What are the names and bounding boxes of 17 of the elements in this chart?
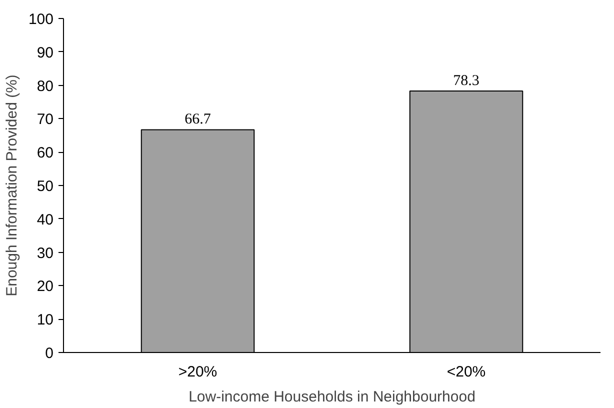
x-tick-label: >20% — [178, 364, 218, 380]
y-tick-label: 60 — [36, 144, 54, 162]
y-tick-label: 40 — [36, 211, 54, 228]
y-tick-label: 10 — [36, 312, 54, 329]
y-tick-label: 100 — [28, 11, 54, 28]
y-tick-label: 20 — [36, 278, 54, 296]
data-label: 66.7 — [184, 112, 212, 128]
x-axis-title: Low-income Households in Neighbourhood — [188, 388, 476, 406]
y-tick-label: 50 — [36, 178, 54, 195]
y-axis-title: Enough Information Provided (%) — [3, 74, 20, 296]
y-tick-label: 80 — [36, 78, 54, 95]
y-tick-label: 30 — [36, 244, 54, 262]
y-tick-label: 0 — [45, 345, 54, 362]
x-tick-label: <20% — [446, 364, 486, 380]
y-tick-label: 90 — [36, 44, 54, 62]
data-label: 78.3 — [453, 72, 480, 89]
y-tick-label: 70 — [36, 111, 54, 128]
